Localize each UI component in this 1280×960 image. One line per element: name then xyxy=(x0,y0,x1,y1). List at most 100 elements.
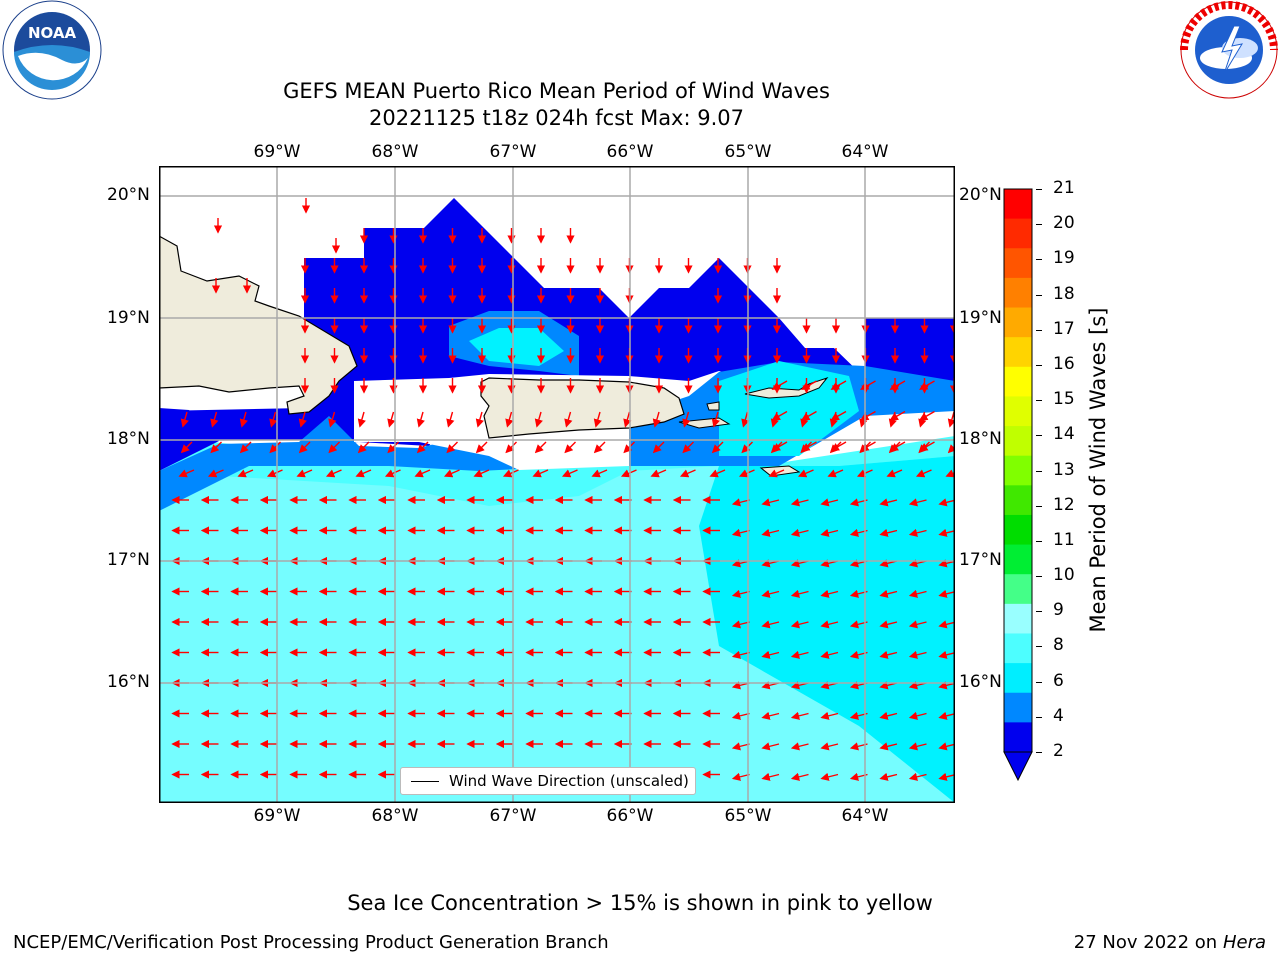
wind-wave-arrow xyxy=(827,469,844,478)
wind-wave-arrow xyxy=(908,711,927,720)
wind-wave-arrow xyxy=(771,441,788,451)
wind-wave-arrow xyxy=(761,650,780,659)
wind-wave-arrow xyxy=(328,411,337,428)
wind-wave-arrow xyxy=(237,469,254,478)
wind-wave-arrow xyxy=(761,742,780,751)
lon-label-bottom: 68°W xyxy=(371,806,419,826)
wind-wave-arrow xyxy=(820,498,839,507)
wind-wave-arrow xyxy=(761,589,780,598)
wind-wave-arrow xyxy=(938,528,955,537)
colorbar-label: Mean Period of Wind Waves [s] xyxy=(1086,307,1110,633)
colorbar-tick-label: 12 xyxy=(1053,494,1075,515)
wind-wave-arrow xyxy=(919,441,935,451)
wind-wave-arrow xyxy=(919,410,935,421)
wind-wave-arrow xyxy=(475,411,484,428)
wind-wave-arrow xyxy=(820,650,839,659)
colorbar-tick-mark xyxy=(1036,400,1042,402)
colorbar-tick-mark xyxy=(1036,611,1042,613)
wind-wave-arrow xyxy=(731,620,750,629)
wind-wave-arrow xyxy=(239,411,248,428)
wind-wave-arrow xyxy=(889,441,906,451)
wind-wave-arrow xyxy=(355,469,372,478)
wind-wave-arrow xyxy=(820,742,839,751)
chart-title: GEFS MEAN Puerto Rico Mean Period of Win… xyxy=(283,79,830,103)
wind-wave-arrow xyxy=(357,411,366,428)
wind-wave-arrow xyxy=(919,380,935,390)
wind-wave-arrow xyxy=(650,469,667,478)
noaa-logo: NOAA xyxy=(0,0,104,100)
lat-label-right: 17°N xyxy=(959,550,1002,570)
colorbar-tick-label: 4 xyxy=(1053,705,1064,726)
colorbar-tick-mark xyxy=(1036,294,1042,296)
wind-wave-arrow xyxy=(652,441,665,454)
wind-wave-arrow xyxy=(328,441,340,454)
wind-wave-arrow xyxy=(180,441,193,454)
colorbar-tick-mark xyxy=(1036,716,1042,718)
wind-wave-arrow xyxy=(731,589,750,598)
wind-wave-arrow xyxy=(298,411,307,428)
wind-wave-arrow xyxy=(879,589,898,598)
wind-wave-arrow xyxy=(505,411,514,428)
lon-label-bottom: 65°W xyxy=(724,806,772,826)
wind-wave-arrow xyxy=(298,441,311,454)
colorbar-segment xyxy=(1004,633,1032,664)
colorbar-segment xyxy=(1004,337,1032,368)
wind-wave-arrow xyxy=(915,469,932,478)
wind-wave-arrow xyxy=(771,380,788,390)
colorbar-segment xyxy=(1004,218,1032,249)
colorbar-segment xyxy=(1004,574,1032,605)
legend-label: Wind Wave Direction (unscaled) xyxy=(449,772,689,790)
wind-wave-arrow xyxy=(384,469,401,478)
wind-wave-arrow xyxy=(860,441,876,451)
date-text: 27 Nov 2022 on xyxy=(1073,932,1218,953)
lat-label-left: 16°N xyxy=(107,672,150,692)
lat-label-right: 20°N xyxy=(959,185,1002,205)
wind-wave-arrow xyxy=(416,411,425,428)
wind-wave-arrow xyxy=(790,711,809,720)
wind-wave-arrow xyxy=(475,441,488,454)
wind-wave-arrow xyxy=(938,589,955,598)
colorbar-tick-label: 18 xyxy=(1053,283,1075,304)
colorbar-segment xyxy=(1004,692,1032,723)
wind-wave-arrow xyxy=(790,589,809,598)
wind-wave-arrow xyxy=(443,469,460,478)
wind-wave-arrow xyxy=(623,411,632,428)
wind-wave-arrow xyxy=(801,441,817,451)
wind-wave-arrow xyxy=(266,469,283,478)
wind-wave-arrow xyxy=(761,498,780,507)
wind-wave-arrow xyxy=(711,411,720,428)
lon-label-bottom: 69°W xyxy=(253,806,301,826)
wind-wave-arrow xyxy=(387,441,399,454)
lat-label-left: 20°N xyxy=(107,185,150,205)
wind-wave-arrow xyxy=(593,411,602,428)
colorbar-tick-label: 2 xyxy=(1053,741,1064,761)
wind-wave-arrow xyxy=(938,772,955,781)
wind-wave-arrow xyxy=(797,469,814,478)
colorbar-segment xyxy=(1004,396,1032,427)
lat-label-left: 18°N xyxy=(107,429,150,449)
lat-label-right: 19°N xyxy=(959,308,1002,328)
colorbar-segment xyxy=(1004,426,1032,457)
colorbar-segment xyxy=(1004,277,1032,309)
wind-wave-arrow xyxy=(731,650,750,659)
wind-wave-arrow xyxy=(908,742,927,751)
colorbar-tick-mark xyxy=(1036,505,1042,507)
wind-wave-arrow xyxy=(860,380,876,390)
wind-wave-arrow xyxy=(416,441,429,454)
wind-wave-arrow xyxy=(790,742,809,751)
wind-wave-arrow xyxy=(207,469,224,478)
wind-wave-arrow xyxy=(790,620,809,629)
wind-wave-arrow xyxy=(269,411,278,428)
colorbar-segment xyxy=(1004,544,1032,575)
colorbar-tick-label: 21 xyxy=(1053,178,1075,198)
colorbar-tick-label: 6 xyxy=(1053,670,1064,691)
colorbar-segment xyxy=(1004,455,1032,486)
lon-label-top: 68°W xyxy=(371,142,419,162)
lon-label-bottom: 66°W xyxy=(606,806,654,826)
wind-wave-arrow xyxy=(830,410,847,421)
colorbar-segment xyxy=(1004,485,1032,516)
wind-wave-arrow xyxy=(534,441,547,454)
wind-wave-arrow xyxy=(790,528,809,537)
colorbar-tick-mark xyxy=(1036,646,1042,648)
wind-wave-arrow xyxy=(938,650,955,659)
